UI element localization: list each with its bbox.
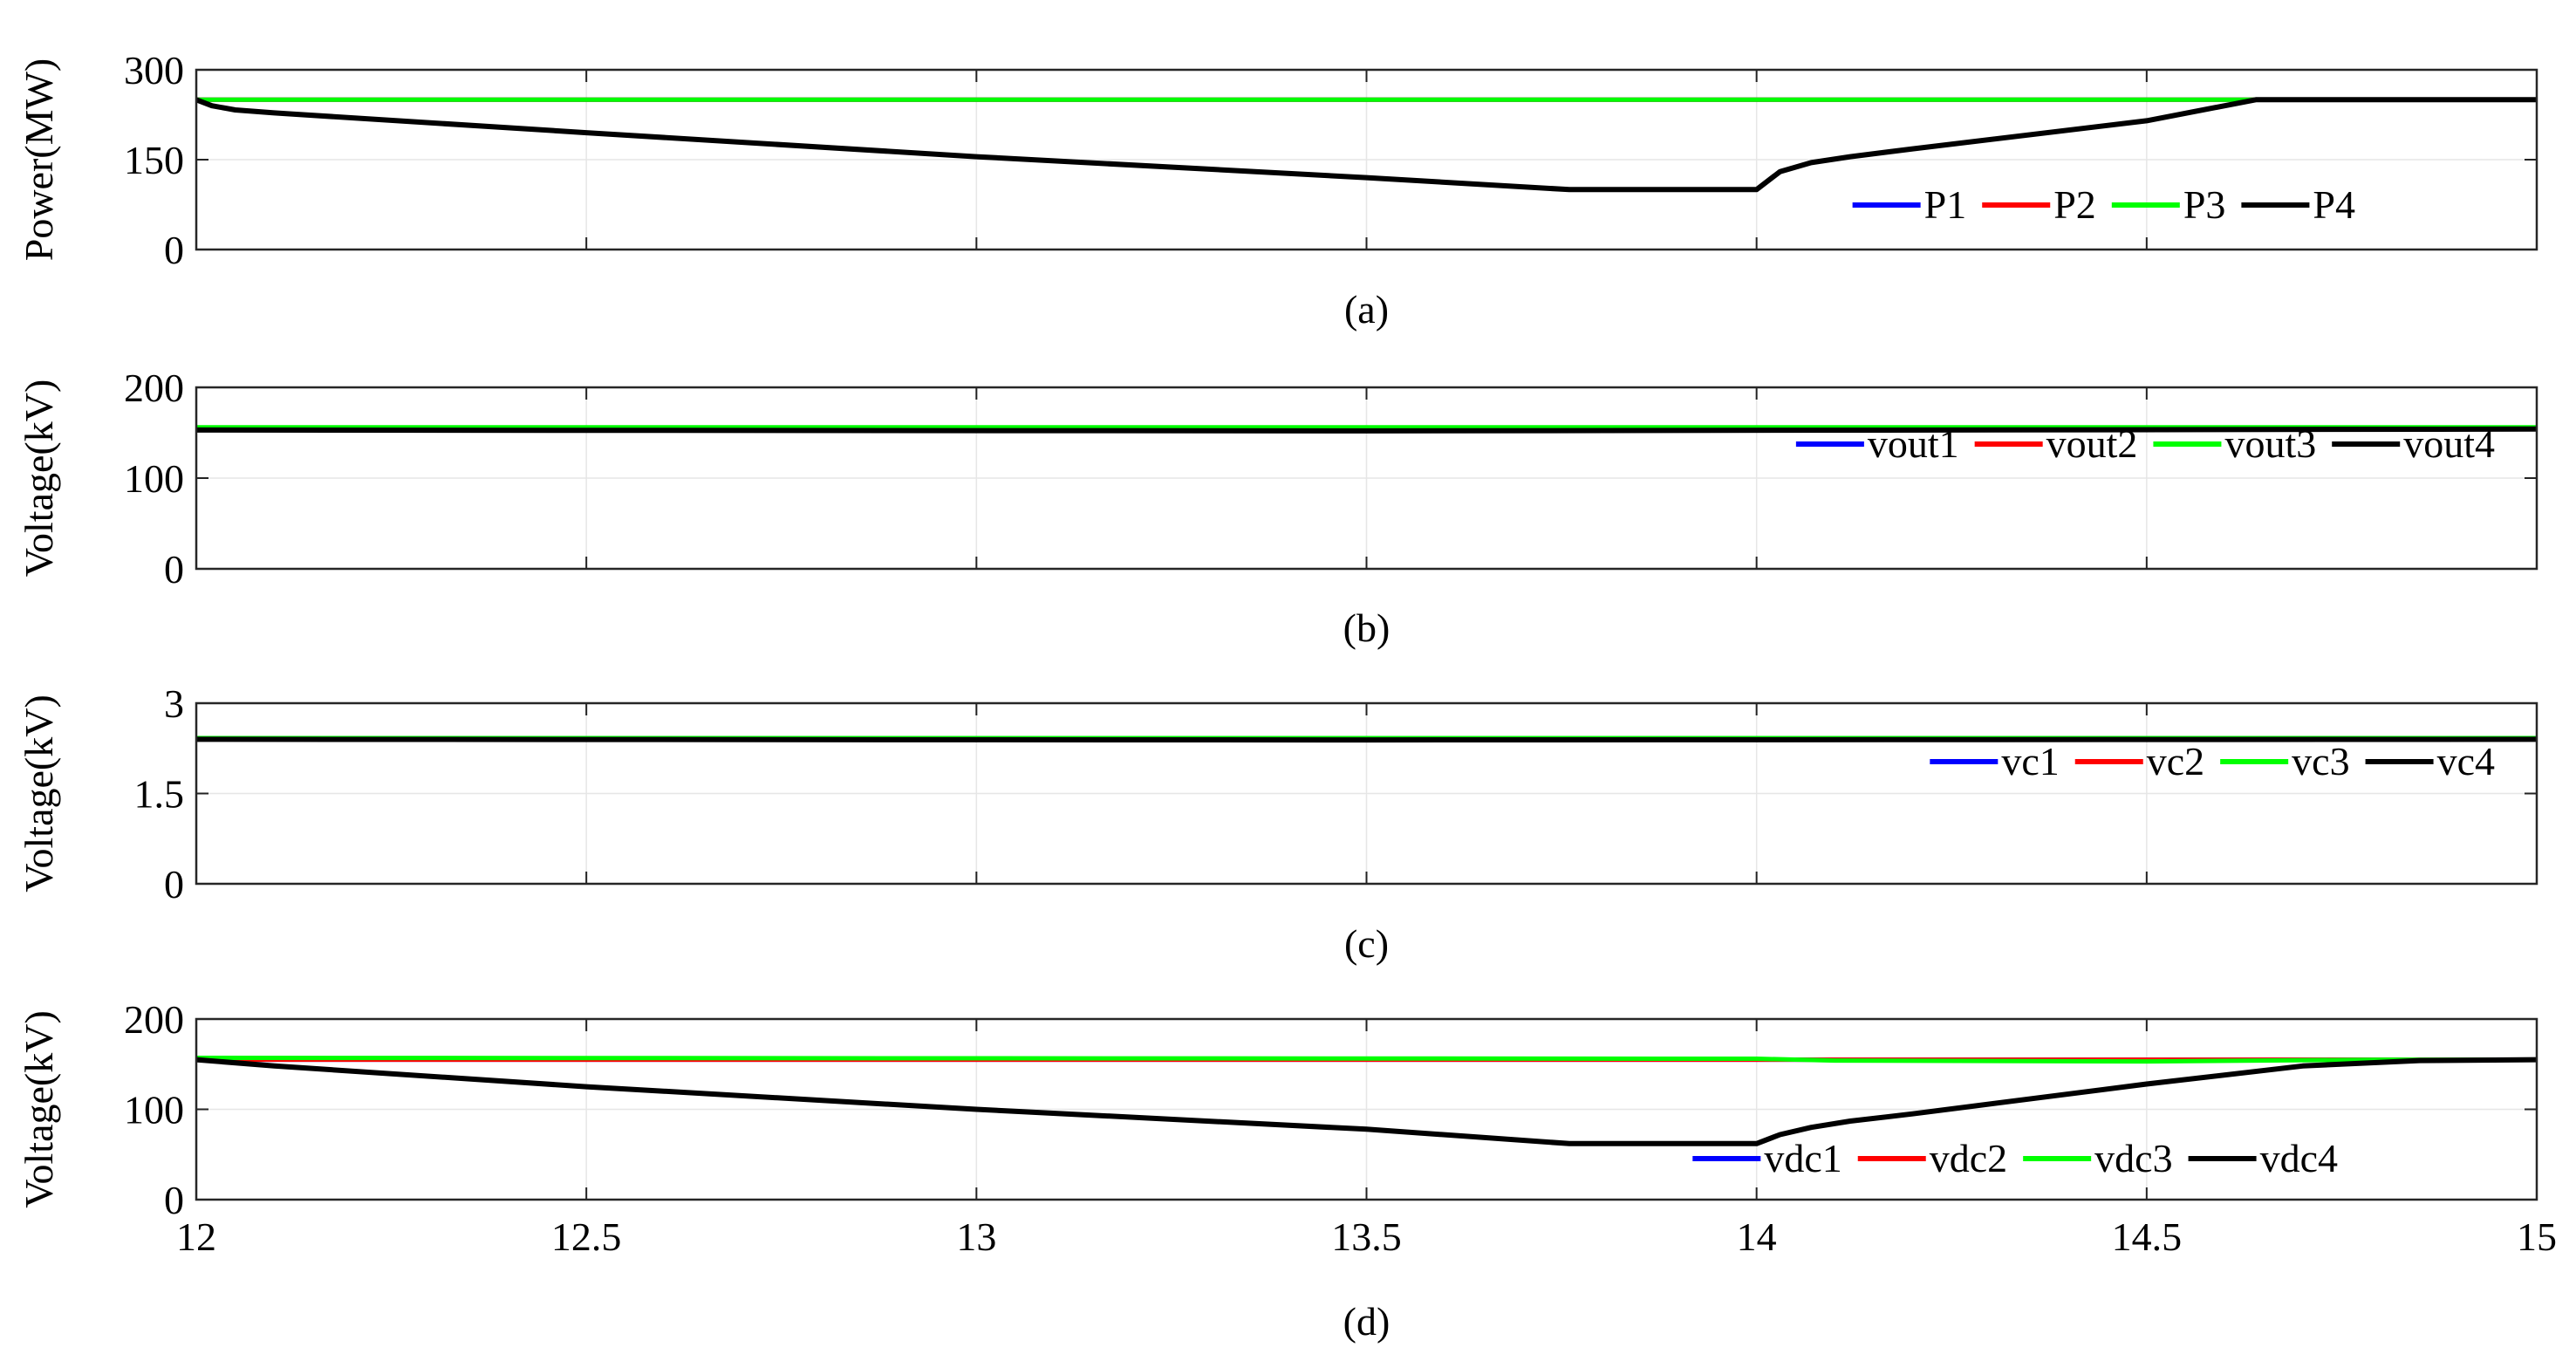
- panel-caption: (d): [1343, 1299, 1390, 1344]
- chart-panel-3: 0 1.5 3 Voltage(kV) (c) vc1 vc2 vc3 vc4: [17, 681, 2538, 966]
- series-line-vc4: [195, 736, 2538, 743]
- legend-entry-vc1: vc1: [2001, 739, 2059, 783]
- x-tick-label: 12: [176, 1214, 216, 1259]
- chart-panel-4: 0 100 200 12 12.5 13 13.5 14 14.5 15 Voltage(kV) (d…: [17, 997, 2557, 1344]
- y-tick-label: 100: [124, 456, 184, 501]
- legend-entry-vout2: vout2: [2046, 421, 2138, 466]
- legend-entry-vc3: vc3: [2292, 739, 2349, 783]
- chart-panel-1: 0 150 300 Power(MW) (a) P1 P2 P3 P4: [17, 48, 2538, 332]
- y-axis-label: Power(MW): [17, 58, 61, 262]
- series-line-P4: [195, 97, 2537, 193]
- legend-entry-P1: P1: [1924, 182, 1967, 227]
- legend-entry-vdc3: vdc3: [2094, 1136, 2172, 1180]
- y-tick-label: 300: [124, 48, 184, 92]
- y-axis-label: Voltage(kV): [17, 1010, 61, 1208]
- y-axis-label: Voltage(kV): [17, 694, 61, 893]
- legend: vdc1 vdc2 vdc3 vdc4: [1692, 1136, 2338, 1180]
- x-tick-label: 12.5: [551, 1214, 622, 1259]
- y-tick-label: 3: [164, 681, 184, 726]
- legend-entry-vdc4: vdc4: [2260, 1136, 2338, 1180]
- legend-entry-vdc2: vdc2: [1930, 1136, 2007, 1180]
- series-line-vdc4: [195, 1057, 2538, 1146]
- legend-entry-vdc1: vdc1: [1764, 1136, 1841, 1180]
- legend-entry-P3: P3: [2183, 182, 2226, 227]
- legend-entry-vout1: vout1: [1868, 421, 1959, 466]
- axes-box: [195, 386, 2538, 571]
- legend-entry-vout3: vout3: [2224, 421, 2316, 466]
- series-line-vout4: [195, 426, 2538, 434]
- y-tick-label: 100: [124, 1088, 184, 1132]
- axes-box: [195, 701, 2538, 886]
- y-tick-label: 0: [164, 547, 184, 592]
- x-tick-label: 14: [1737, 1214, 1777, 1259]
- legend-entry-P4: P4: [2313, 182, 2355, 227]
- legend-entry-vc2: vc2: [2147, 739, 2204, 783]
- y-tick-label: 200: [124, 997, 184, 1042]
- x-tick-label: 13: [956, 1214, 996, 1259]
- legend-entry-P2: P2: [2053, 182, 2096, 227]
- legend-entry-vout4: vout4: [2403, 421, 2495, 466]
- panel-caption: (c): [1344, 921, 1389, 966]
- axes-box: [195, 68, 2538, 251]
- x-tick-label: 14.5: [2112, 1214, 2183, 1259]
- y-tick-label: 0: [164, 862, 184, 906]
- x-tick-label: 15: [2517, 1214, 2557, 1259]
- y-tick-label: 0: [164, 1178, 184, 1222]
- y-axis-label: Voltage(kV): [17, 380, 61, 578]
- legend-entry-vc4: vc4: [2437, 739, 2495, 783]
- y-tick-label: 0: [164, 228, 184, 272]
- x-tick-label: 13.5: [1331, 1214, 1402, 1259]
- panel-caption: (a): [1344, 287, 1389, 332]
- legend: vout1 vout2 vout3 vout4: [1795, 421, 2495, 466]
- axes-box: [195, 1017, 2538, 1201]
- y-tick-label: 150: [124, 138, 184, 182]
- legend: P1 P2 P3 P4: [1852, 182, 2355, 227]
- y-tick-label: 200: [124, 366, 184, 410]
- y-tick-label: 1.5: [134, 772, 185, 817]
- legend: vc1 vc2 vc3 vc4: [1930, 739, 2495, 783]
- panel-caption: (b): [1343, 605, 1390, 650]
